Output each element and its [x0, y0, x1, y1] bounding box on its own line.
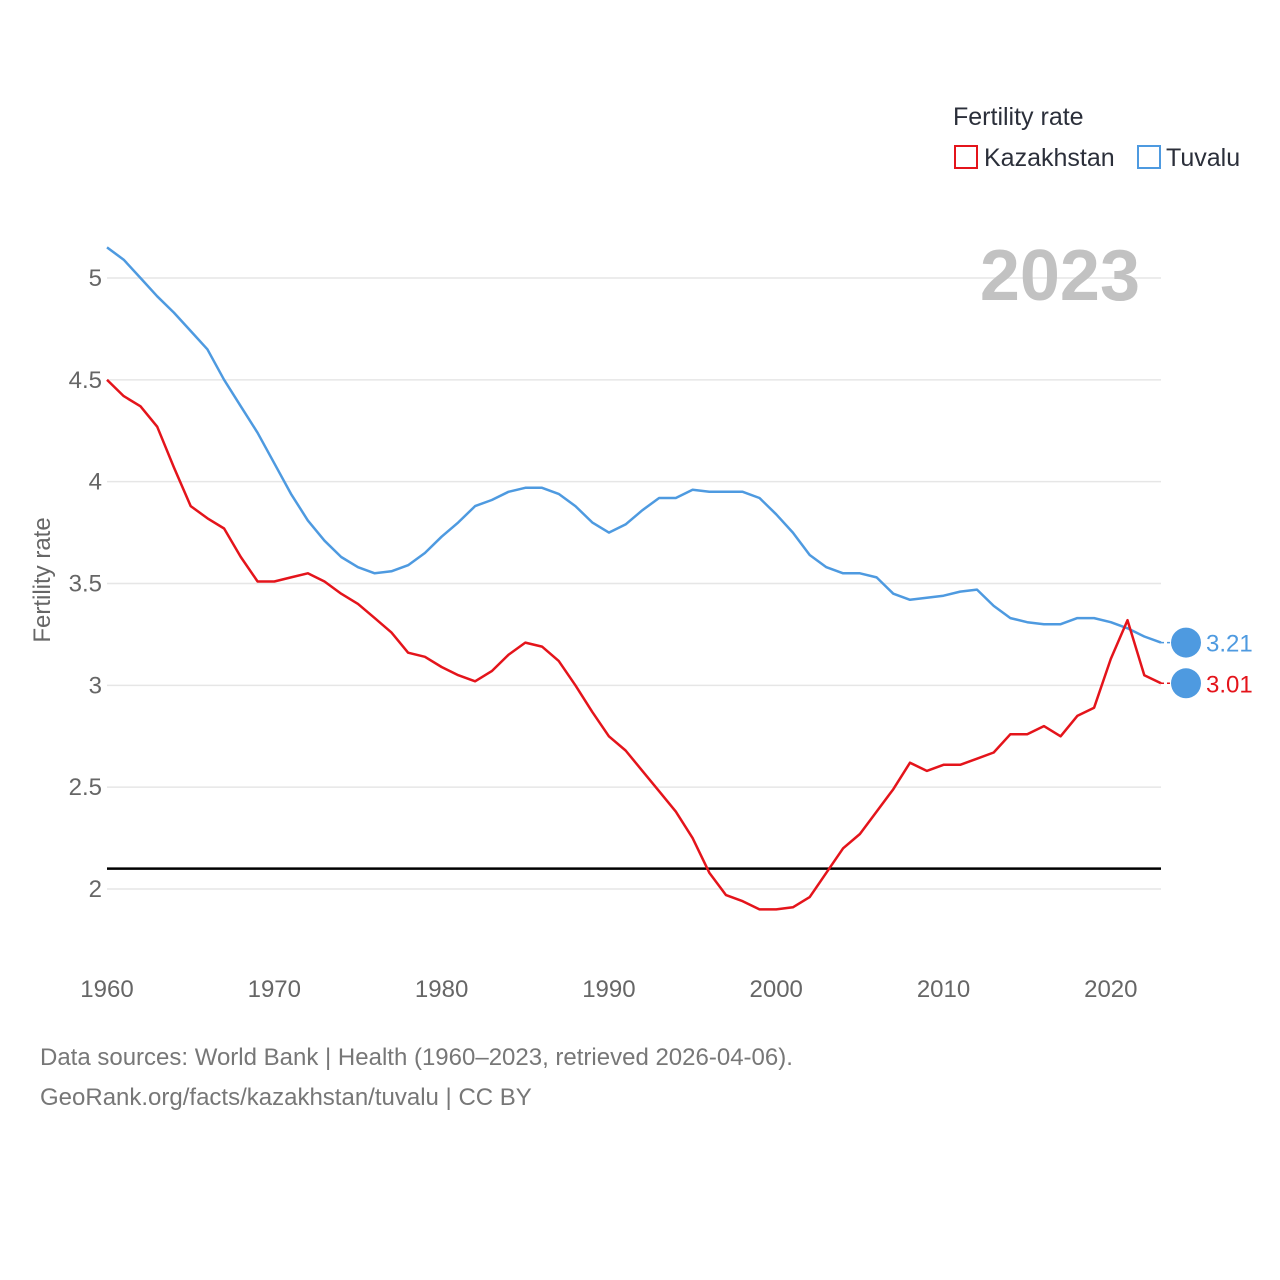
y-tick-label: 4.5 — [69, 367, 102, 394]
x-tick-label: 2020 — [1084, 976, 1137, 1003]
source-line-1: Data sources: World Bank | Health (1960–… — [40, 1044, 793, 1071]
y-tick-label: 4 — [89, 469, 102, 496]
legend-swatch-kazakhstan — [954, 145, 978, 169]
series-end-markers[interactable]: 3.01 3.21 — [1161, 627, 1253, 699]
x-tick-label: 2000 — [750, 976, 803, 1003]
current-year-label: 2023 — [980, 236, 1140, 316]
legend-swatch-tuvalu — [1137, 145, 1161, 169]
legend-item-tuvalu[interactable]: Tuvalu — [1137, 144, 1240, 172]
y-axis-title: Fertility rate — [29, 517, 56, 642]
x-tick-label: 1980 — [415, 976, 468, 1003]
y-tick-label: 5 — [89, 265, 102, 292]
series-line-kazakhstan[interactable] — [106, 378, 1162, 911]
y-axis-ticks: 2 2.5 3 3.5 4 4.5 5 — [69, 265, 102, 903]
series-line-tuvalu[interactable] — [106, 246, 1162, 644]
legend-title: Fertility rate — [953, 103, 1084, 131]
y-tick-label: 2.5 — [69, 774, 102, 801]
x-axis-ticks: 1960 1970 1980 1990 2000 2010 2020 — [80, 976, 1137, 1003]
x-tick-label: 1990 — [582, 976, 635, 1003]
y-tick-label: 3 — [89, 672, 102, 699]
x-tick-label: 1970 — [248, 976, 301, 1003]
legend-label-tuvalu: Tuvalu — [1166, 144, 1240, 172]
fertility-line-chart: 2 2.5 3 3.5 4 4.5 5 1960 1970 1980 1990 2000 2010 20… — [29, 103, 1253, 1003]
legend-item-kazakhstan[interactable]: Kazakhstan — [954, 144, 1115, 172]
legend-label-kazakhstan: Kazakhstan — [984, 144, 1115, 172]
gridlines — [107, 277, 1161, 890]
y-tick-label: 3.5 — [69, 571, 102, 598]
end-value-label-kazakhstan: 3.01 — [1206, 671, 1253, 698]
flag-marker-kazakhstan[interactable] — [1171, 668, 1201, 699]
x-tick-label: 2010 — [917, 976, 970, 1003]
source-line-2[interactable]: GeoRank.org/facts/kazakhstan/tuvalu | CC… — [40, 1084, 532, 1111]
flag-marker-tuvalu[interactable] — [1171, 627, 1201, 658]
y-tick-label: 2 — [89, 876, 102, 903]
series-lines — [106, 246, 1162, 911]
legend: Fertility rate Kazakhstan Tuvalu — [953, 103, 1240, 172]
x-tick-label: 1960 — [80, 976, 133, 1003]
end-value-label-tuvalu: 3.21 — [1206, 631, 1253, 658]
